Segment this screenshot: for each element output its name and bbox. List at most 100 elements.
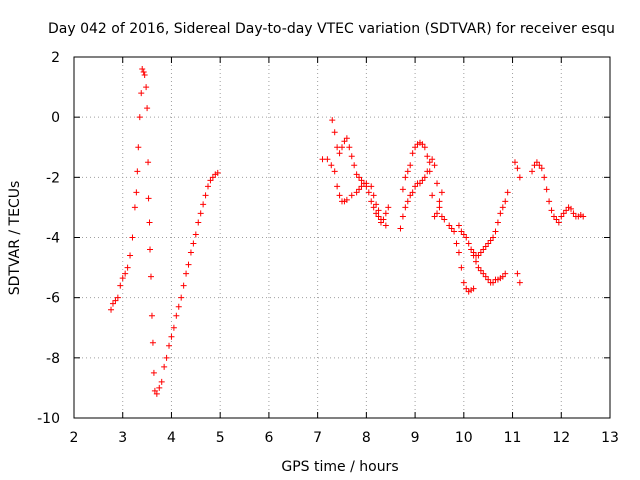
- data-point-segment-3: [536, 162, 543, 169]
- data-point-segment-2: [341, 138, 348, 145]
- data-point-segment-2: [382, 210, 389, 217]
- data-point-segment-3: [550, 213, 557, 220]
- data-point-segment-2: [502, 270, 509, 277]
- data-point-segment-2: [499, 273, 506, 280]
- data-point-segment-1: [149, 339, 156, 346]
- data-point-segment-2: [485, 276, 492, 283]
- data-point-segment-1: [134, 168, 141, 175]
- x-tick-label: 4: [167, 430, 176, 446]
- data-point-segment-2: [460, 279, 467, 286]
- data-point-segment-2: [465, 240, 472, 247]
- data-point-segment-1: [143, 84, 150, 91]
- data-point-segment-1: [138, 90, 145, 97]
- y-tick-label: -4: [46, 231, 60, 247]
- data-point-segment-2: [482, 273, 489, 280]
- data-point-segment-1: [209, 174, 216, 181]
- data-point-segment-1: [200, 201, 207, 208]
- data-point-segment-2: [436, 198, 443, 205]
- data-point-segment-2: [404, 168, 411, 175]
- data-point-segment-3: [568, 205, 575, 212]
- data-point-segment-2: [451, 228, 458, 235]
- data-point-segment-1: [163, 354, 170, 361]
- data-point-segment-1: [183, 270, 190, 277]
- data-point-segment-1: [151, 387, 158, 394]
- data-point-segment-1: [158, 378, 165, 385]
- data-point-segment-1: [122, 270, 129, 277]
- data-point-segment-2: [370, 192, 377, 199]
- data-point-segment-2: [490, 279, 497, 286]
- data-point-segment-2: [373, 201, 380, 208]
- data-point-segment-2: [416, 180, 423, 187]
- data-point-segment-2: [475, 264, 482, 271]
- data-point-segment-2: [426, 159, 433, 166]
- data-point-segment-2: [499, 204, 506, 211]
- data-point-segment-2: [448, 225, 455, 232]
- data-point-segment-2: [436, 204, 443, 211]
- data-point-segment-1: [109, 300, 116, 307]
- data-point-segment-2: [421, 174, 428, 181]
- data-point-segment-2: [470, 249, 477, 256]
- data-point-segment-2: [336, 150, 343, 157]
- data-point-segment-2: [419, 177, 426, 184]
- data-points: [108, 66, 587, 397]
- data-point-segment-2: [348, 153, 355, 160]
- data-point-segment-2: [492, 228, 499, 235]
- data-point-segment-1: [170, 324, 177, 331]
- data-point-segment-2: [431, 162, 438, 169]
- data-point-segment-2: [497, 210, 504, 217]
- data-point-segment-2: [412, 144, 419, 151]
- data-point-segment-2: [482, 243, 489, 250]
- data-point-segment-2: [470, 285, 477, 292]
- chart-title: Day 042 of 2016, Sidereal Day-to-day VTE…: [48, 21, 615, 37]
- y-tick-label: 0: [51, 110, 60, 126]
- data-point-segment-2: [363, 180, 370, 187]
- data-point-segment-1: [148, 312, 155, 319]
- x-tick-label: 7: [313, 430, 322, 446]
- y-tick-label: -6: [46, 291, 60, 307]
- data-point-segment-2: [421, 144, 428, 151]
- data-point-segment-2: [468, 246, 475, 253]
- data-point-segment-1: [139, 66, 146, 73]
- data-point-segment-1: [141, 72, 148, 79]
- data-point-segment-1: [195, 219, 202, 226]
- data-point-segment-2: [453, 240, 460, 247]
- data-point-segment-2: [346, 144, 353, 151]
- data-point-segment-3: [529, 168, 536, 175]
- data-point-segment-2: [373, 210, 380, 217]
- data-point-segment-1: [156, 384, 163, 391]
- data-point-segment-2: [485, 240, 492, 247]
- data-point-segment-1: [147, 273, 154, 280]
- x-tick-label: 3: [118, 430, 127, 446]
- y-tick-label: -2: [46, 170, 60, 186]
- data-point-segment-2: [404, 198, 411, 205]
- data-point-segment-3: [570, 210, 577, 217]
- data-point-segment-1: [136, 114, 143, 121]
- data-point-segment-2: [487, 237, 494, 244]
- axis-ticks: 2 3 4 5 6 7 8 9 10 11 12 13 -10 -8 -6 -4 -2 0 2: [37, 50, 619, 446]
- data-point-segment-1: [144, 105, 151, 112]
- data-point-segment-1: [124, 264, 131, 271]
- data-point-segment-2: [514, 270, 521, 277]
- data-point-segment-1: [145, 195, 152, 202]
- x-tick-label: 13: [601, 430, 619, 446]
- data-point-segment-2: [365, 189, 372, 196]
- data-point-segment-2: [494, 219, 501, 226]
- data-point-segment-2: [375, 213, 382, 220]
- data-point-segment-2: [399, 213, 406, 220]
- x-tick-label: 11: [504, 430, 522, 446]
- data-point-segment-2: [480, 246, 487, 253]
- data-point-segment-2: [502, 198, 509, 205]
- data-point-segment-2: [324, 156, 331, 163]
- data-point-segment-3: [580, 213, 587, 220]
- data-point-segment-1: [185, 261, 192, 268]
- data-point-segment-2: [334, 183, 341, 190]
- data-point-segment-1: [187, 249, 194, 256]
- data-point-segment-2: [343, 135, 350, 142]
- data-point-segment-3: [560, 210, 567, 217]
- data-point-segment-2: [455, 249, 462, 256]
- data-point-segment-1: [135, 144, 142, 151]
- data-point-segment-1: [207, 177, 214, 184]
- x-axis-label: GPS time / hours: [281, 459, 398, 475]
- data-point-segment-2: [409, 189, 416, 196]
- data-point-segment-2: [419, 141, 426, 148]
